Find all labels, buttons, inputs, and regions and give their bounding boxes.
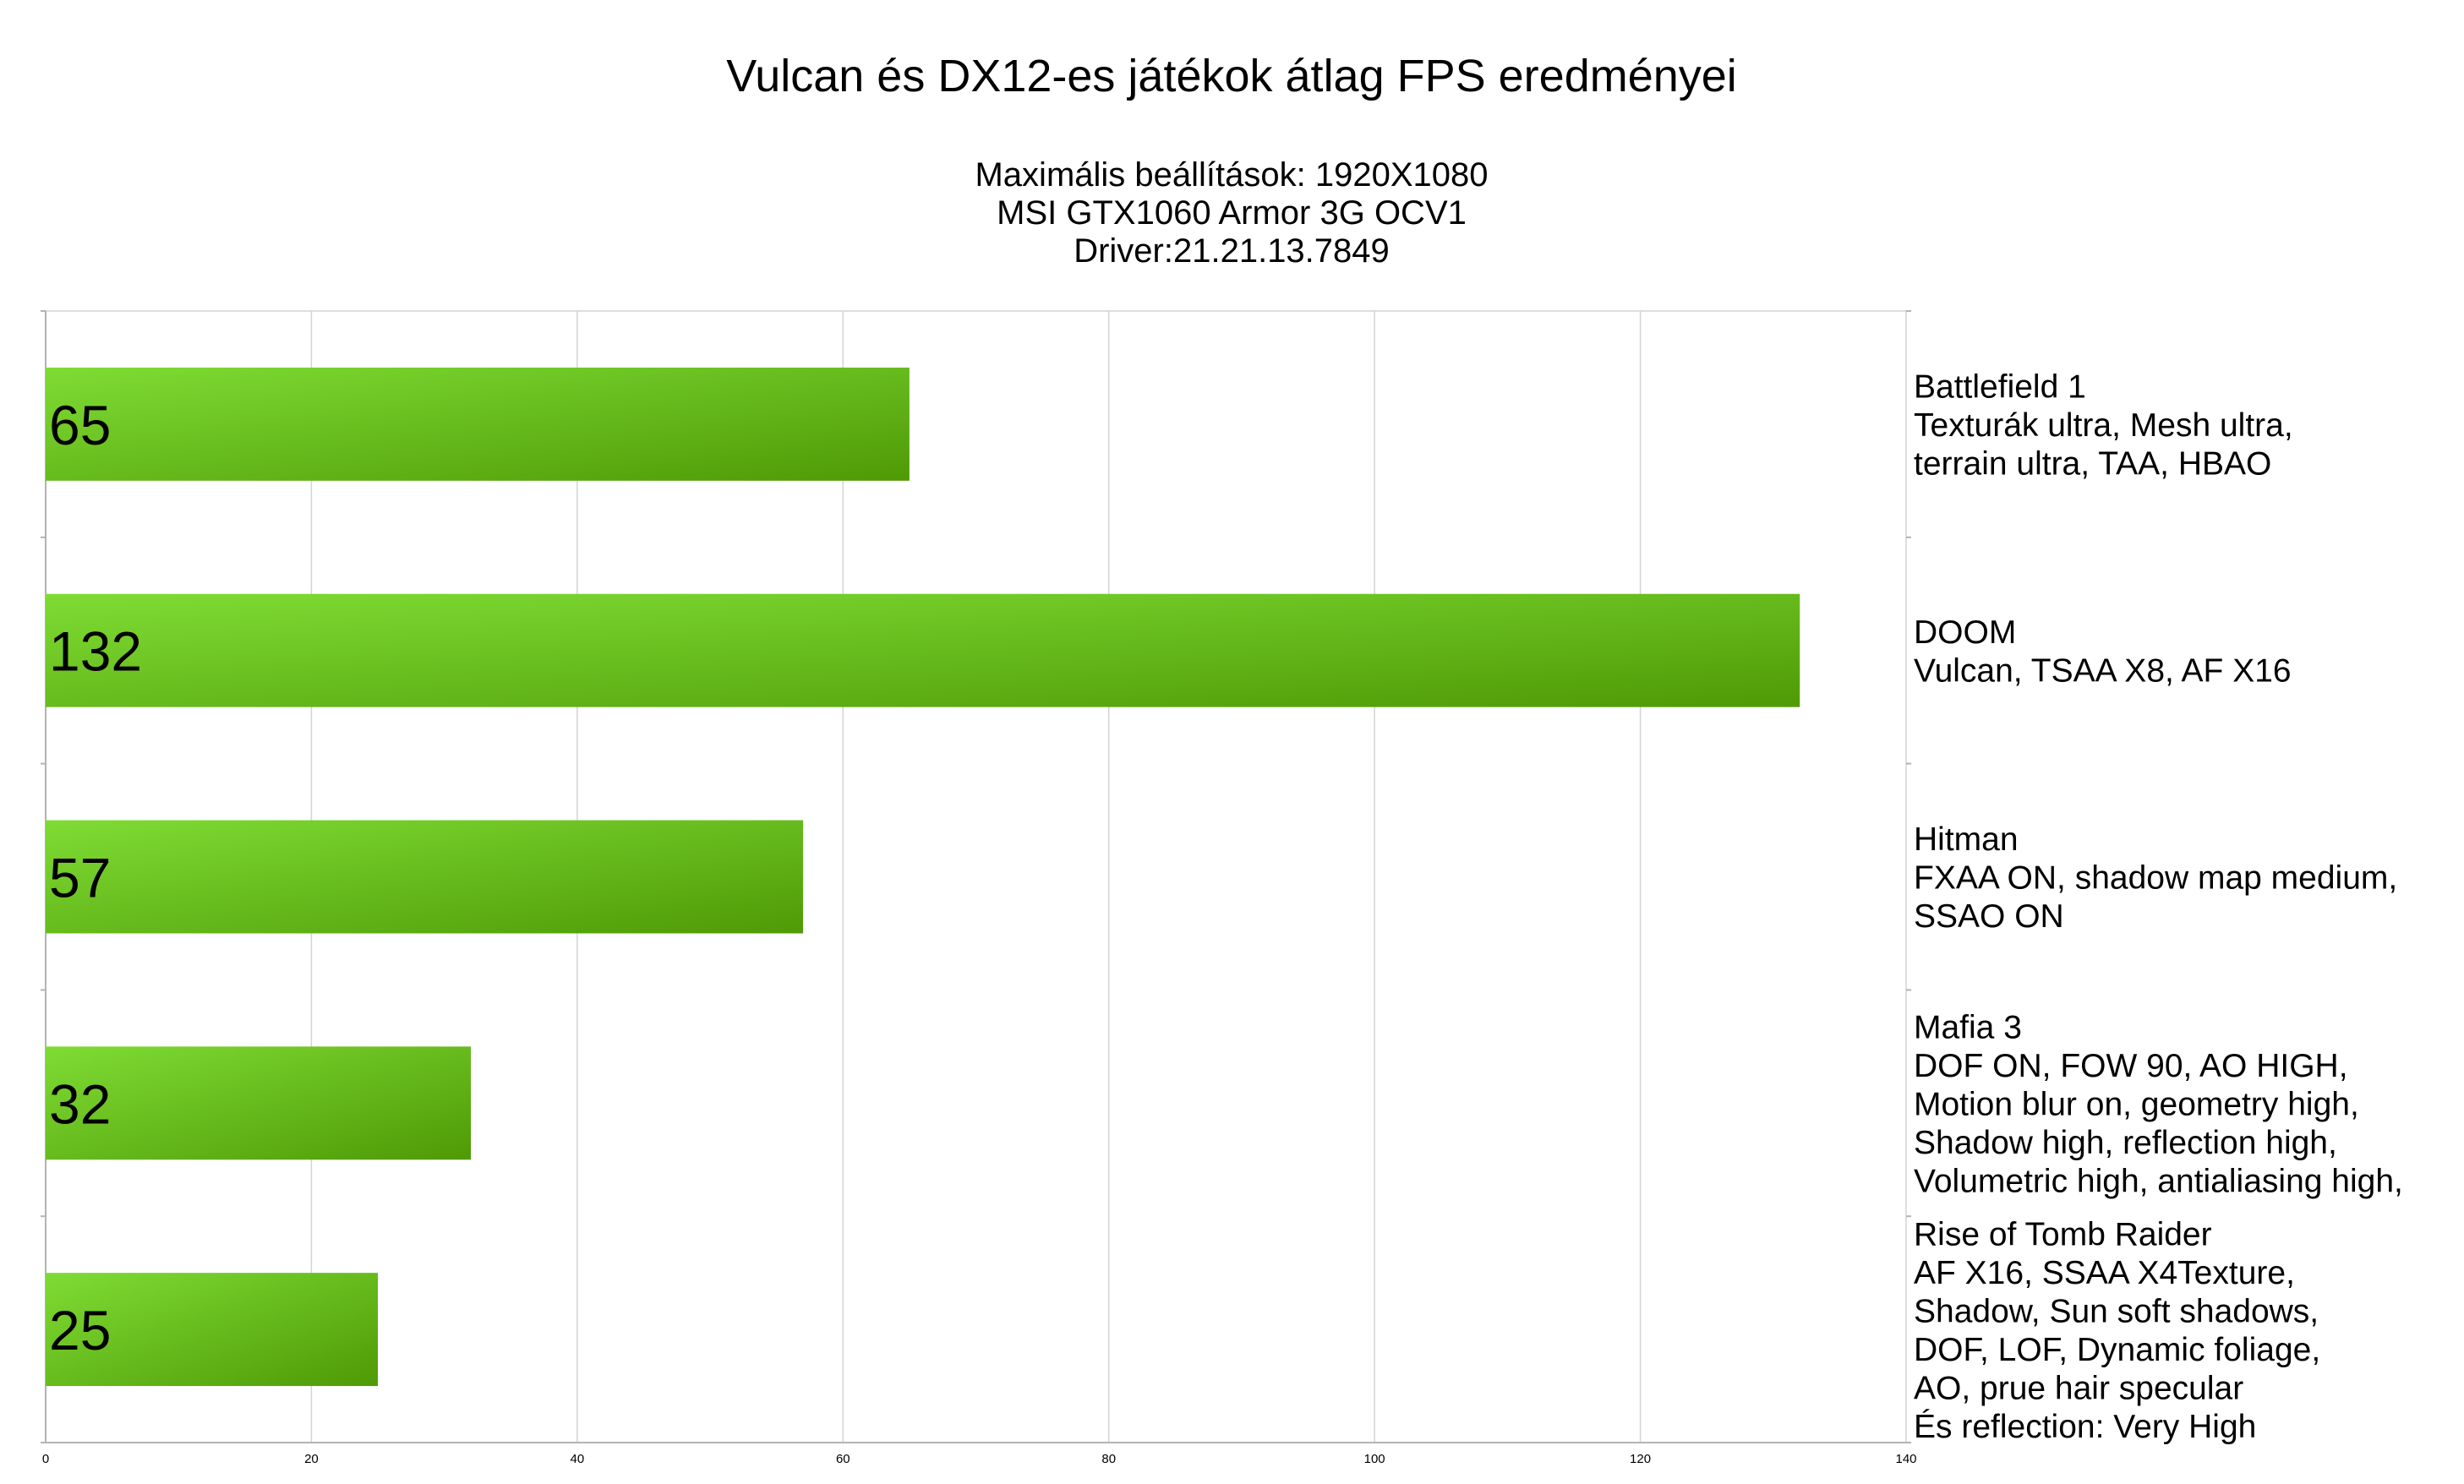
category-label-4-line-5: Volumetric high, antialiasing high, — [1914, 1163, 2403, 1199]
category-label-5-line-3: Shadow, Sun soft shadows, — [1914, 1293, 2319, 1329]
value-label-3: 57 — [49, 847, 111, 909]
x-tick-label-20: 20 — [304, 1452, 319, 1466]
category-label-3-line-1: Hitman — [1914, 821, 2019, 858]
value-labels: 65 132 57 32 25 — [49, 394, 142, 1361]
value-label-5: 25 — [49, 1299, 111, 1361]
grid-lines — [310, 311, 1907, 1443]
value-label-4: 32 — [49, 1072, 111, 1135]
category-label-5-line-4: DOF, LOF, Dynamic foliage, — [1914, 1332, 2320, 1368]
value-label-1: 65 — [49, 394, 111, 456]
value-label-2: 132 — [49, 620, 142, 683]
bar-5 — [46, 1273, 379, 1387]
x-tick-labels: 0 20 40 60 80 100 120 140 — [42, 1452, 1917, 1466]
chart-title: Vulcan és DX12-es játékok átlag FPS ered… — [726, 51, 1737, 101]
bar-3 — [46, 820, 804, 934]
category-label-5-line-6: És reflection: Very High — [1914, 1409, 2256, 1445]
chart-subtitle-line-3: Driver:21.21.13.7849 — [1074, 232, 1390, 270]
x-tick-label-40: 40 — [571, 1452, 585, 1466]
category-label-4-line-1: Mafia 3 — [1914, 1009, 2022, 1045]
x-tick-label-120: 120 — [1630, 1452, 1651, 1466]
category-label-5-line-2: AF X16, SSAA X4Texture, — [1914, 1255, 2295, 1291]
chart-subtitle-line-1: Maximális beállítások: 1920X1080 — [975, 156, 1488, 194]
category-label-2-line-1: DOOM — [1914, 614, 2016, 651]
category-label-1-line-1: Battlefield 1 — [1914, 368, 2086, 405]
x-tick-label-140: 140 — [1895, 1452, 1916, 1466]
x-tick-label-100: 100 — [1364, 1452, 1385, 1466]
category-label-5-line-5: AO, prue hair specular — [1914, 1370, 2243, 1406]
category-label-5-line-1: Rise of Tomb Raider — [1914, 1216, 2212, 1252]
category-label-4-line-3: Motion blur on, geometry high, — [1914, 1086, 2359, 1122]
category-label-4-line-2: DOF ON, FOW 90, AO HIGH, — [1914, 1048, 2348, 1084]
x-tick-label-60: 60 — [836, 1452, 850, 1466]
x-tick-label-80: 80 — [1101, 1452, 1116, 1466]
bars — [46, 367, 1800, 1387]
chart-subtitle-line-2: MSI GTX1060 Armor 3G OCV1 — [997, 194, 1467, 232]
category-label-4-line-4: Shadow high, reflection high, — [1914, 1125, 2337, 1161]
category-label-3-line-2: FXAA ON, shadow map medium, — [1914, 860, 2397, 897]
bar-1 — [46, 367, 910, 481]
category-label-1-line-3: terrain ultra, TAA, HBAO — [1914, 445, 2271, 482]
category-label-2-line-2: Vulcan, TSAA X8, AF X16 — [1914, 652, 2292, 689]
bar-2 — [46, 593, 1800, 707]
x-tick-label-0: 0 — [42, 1452, 49, 1466]
category-label-1-line-2: Texturák ultra, Mesh ultra, — [1914, 407, 2293, 444]
bar-4 — [46, 1046, 472, 1160]
category-label-3-line-3: SSAO ON — [1914, 898, 2064, 935]
